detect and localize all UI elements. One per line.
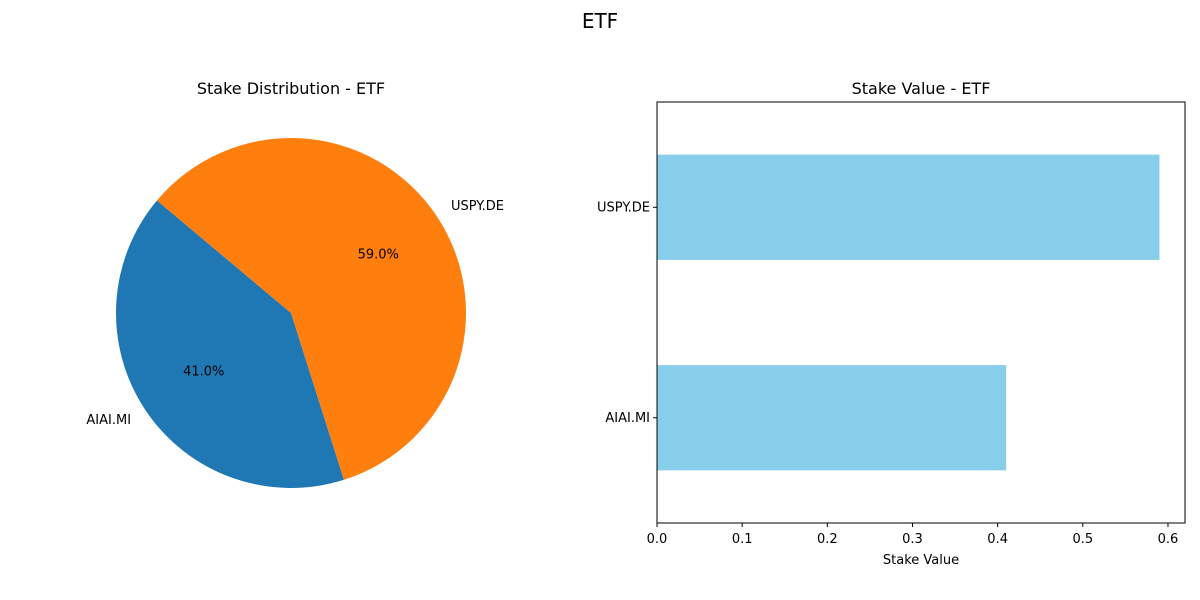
- x-tick-label: 0.3: [902, 532, 923, 547]
- plot-frame: [656, 101, 1186, 524]
- x-tick-label: 0.1: [732, 532, 753, 547]
- bar-chart: Stake Value - ETF 0.0 0.1 0.2 0.3 0.4 0.5 0.6 …: [597, 79, 1186, 568]
- x-tick-label: 0.5: [1072, 532, 1093, 547]
- pie-slice-aiai-mi: [115, 200, 344, 489]
- figure-title: ETF: [582, 9, 618, 33]
- bar-uspy-de: [657, 154, 1160, 260]
- x-axis-label: Stake Value: [883, 553, 959, 568]
- pie-pct-label-uspy-de: 59.0%: [358, 248, 399, 263]
- x-tick-label: 0.2: [817, 532, 838, 547]
- y-tick-label-uspy-de: USPY.DE: [597, 200, 650, 215]
- pie-title: Stake Distribution - ETF: [197, 79, 385, 98]
- pie-label-aiai-mi: AIAI.MI: [86, 413, 131, 428]
- bar-title: Stake Value - ETF: [852, 79, 991, 98]
- x-tick-label: 0.6: [1158, 532, 1179, 547]
- bar-aiai-mi: [657, 365, 1007, 471]
- pie-pct-label-aiai-mi: 41.0%: [183, 364, 224, 379]
- x-tick-label: 0.4: [987, 532, 1008, 547]
- y-tick-label-aiai-mi: AIAI.MI: [605, 411, 650, 426]
- x-tick-label: 0.0: [647, 532, 668, 547]
- pie-slice-uspy-de: [156, 138, 466, 480]
- pie-chart: Stake Distribution - ETF AIAI.MI 41.0% USP…: [86, 79, 504, 489]
- pie-label-uspy-de: USPY.DE: [451, 199, 504, 214]
